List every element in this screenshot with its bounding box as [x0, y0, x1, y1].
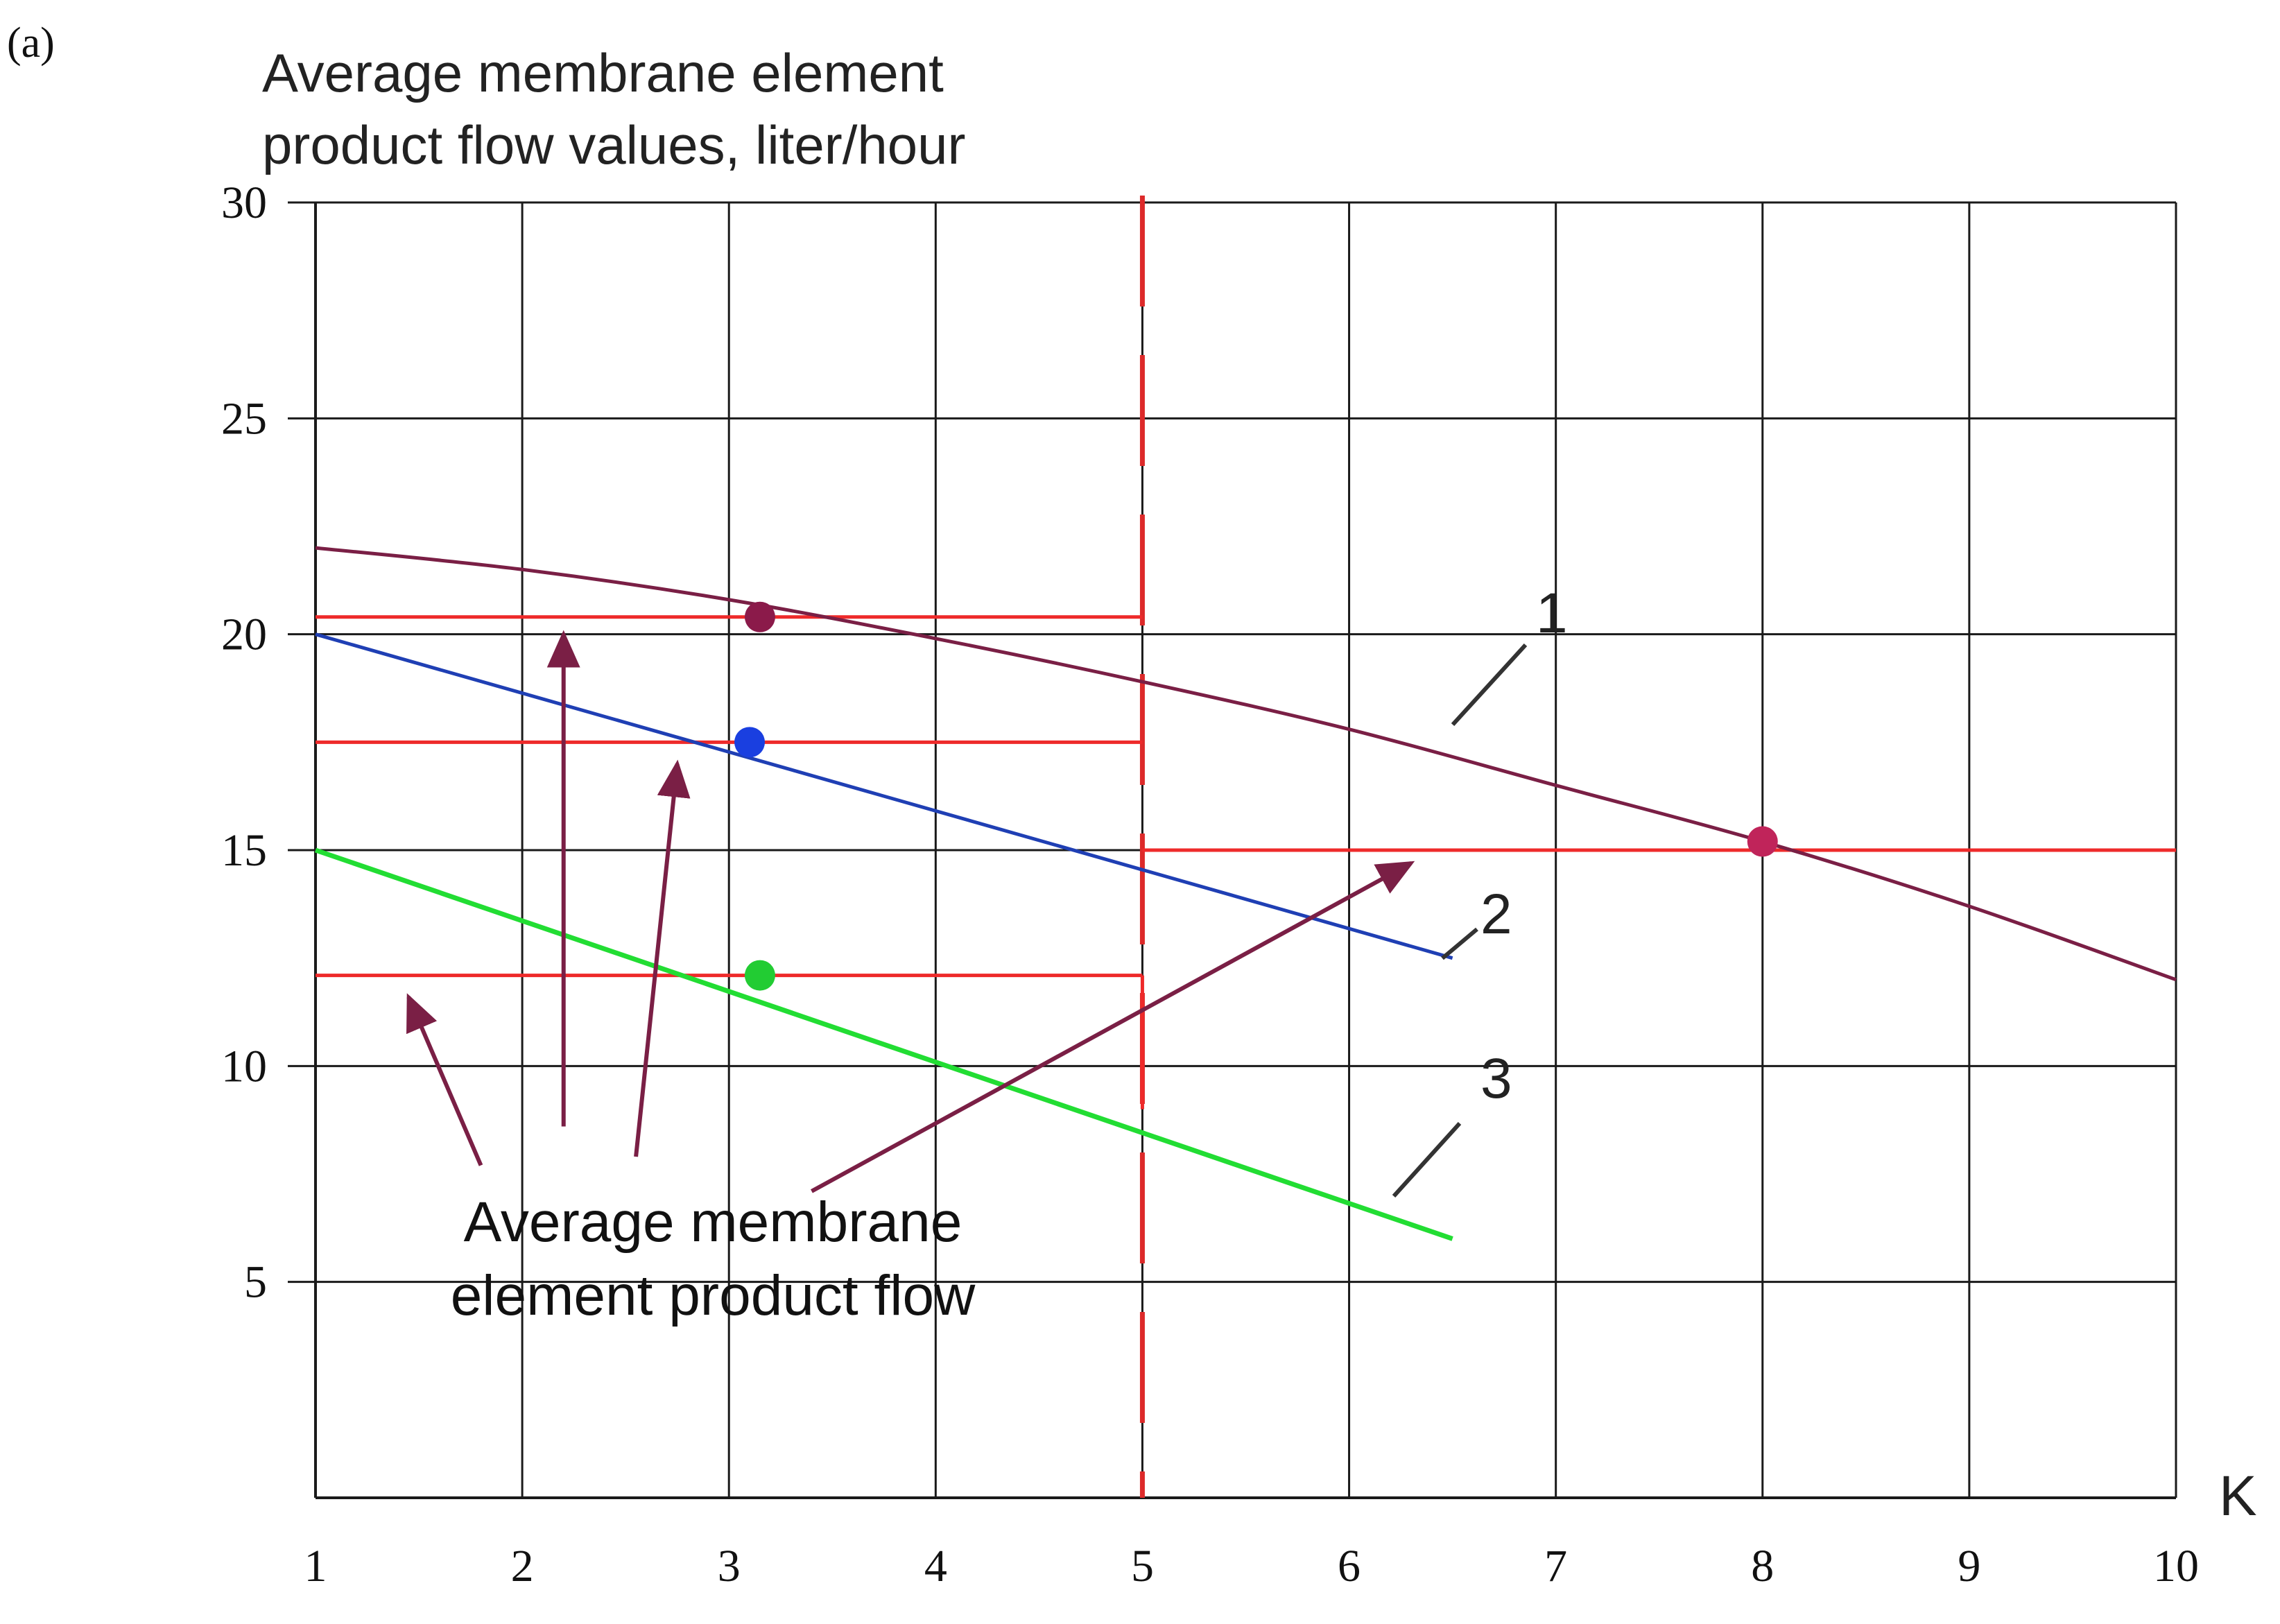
x-tick-label: 8 [1751, 1541, 1774, 1591]
data-point-marker [744, 601, 775, 632]
callout-arrow [406, 993, 483, 1166]
x-tick-label: 10 [2153, 1541, 2199, 1591]
markers [734, 601, 1778, 991]
series-line-1 [315, 546, 2177, 982]
curve-label-3: 3 [1480, 1047, 1512, 1110]
y-tick-label: 10 [221, 1041, 267, 1091]
ticks: 1 2 3 4 5 6 7 8 9 10 5 10 15 20 25 30 [221, 178, 2199, 1591]
curve-label-leader [1392, 1121, 1462, 1198]
curve-label-2: 2 [1480, 883, 1512, 946]
y-tick-label: 30 [221, 178, 267, 228]
data-point-marker [1747, 826, 1778, 857]
y-tick-label: 5 [244, 1257, 267, 1308]
callout-arrow [811, 861, 1415, 1193]
y-axis-title-line-1: Average membrane element [262, 42, 944, 103]
y-tick-label: 20 [221, 610, 267, 660]
curve-label-leader [1451, 643, 1528, 727]
x-tick-label: 9 [1958, 1541, 1980, 1591]
x-tick-label: 5 [1131, 1541, 1154, 1591]
arrows [406, 630, 1415, 1193]
panel-label-text: (a) [7, 19, 55, 67]
series [314, 546, 2177, 1241]
x-tick-label: 1 [304, 1541, 327, 1591]
x-tick-label: 2 [511, 1541, 534, 1591]
series-line-3 [314, 847, 1453, 1241]
x-tick-label: 3 [718, 1541, 741, 1591]
y-axis-title-line-2: product flow values, liter/hour [262, 114, 966, 175]
y-tick-label: 15 [221, 825, 267, 876]
data-point-marker [744, 960, 775, 991]
y-tick-label: 25 [221, 393, 267, 444]
curve-label-1: 1 [1536, 582, 1568, 645]
callout-arrow [634, 759, 691, 1157]
curve-label-leader [1441, 927, 1478, 960]
x-axis-label: K [2219, 1465, 2257, 1528]
panel-label: (a) [7, 19, 55, 67]
x-tick-label: 7 [1544, 1541, 1567, 1591]
x-tick-label: 4 [924, 1541, 947, 1591]
callout-text-line-1: Average membrane [464, 1191, 962, 1254]
reference-lines [316, 196, 2176, 1498]
series-line-2 [315, 632, 1453, 960]
data-point-marker [734, 727, 766, 758]
callout-text-line-2: element product flow [451, 1264, 976, 1327]
x-tick-label: 6 [1338, 1541, 1361, 1591]
